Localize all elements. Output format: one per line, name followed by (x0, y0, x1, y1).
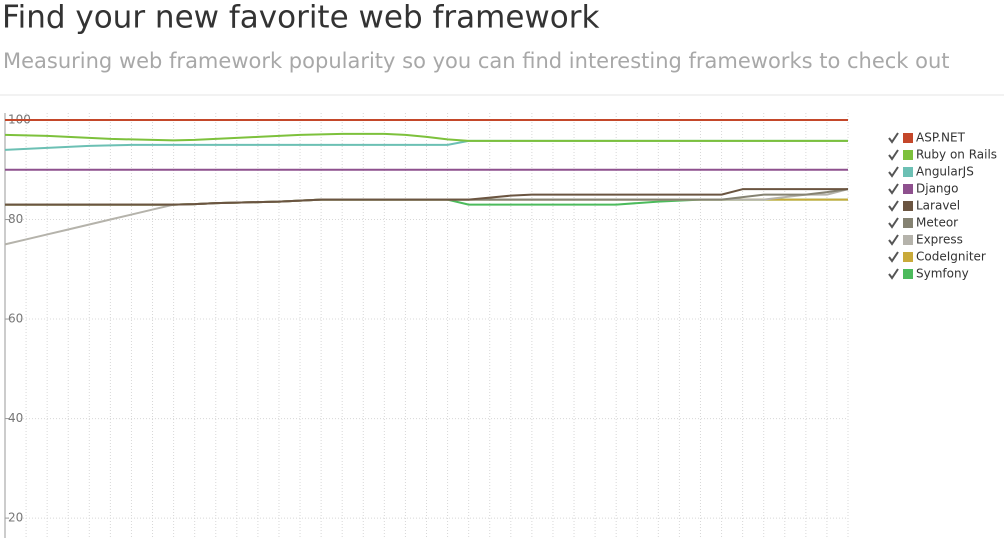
legend-check (888, 183, 899, 195)
legend-check (888, 268, 899, 280)
legend-item[interactable]: ASP.NET (888, 131, 966, 145)
series-line (4, 132, 848, 142)
page-title: Find your new favorite web framework (2, 0, 599, 36)
legend-swatch (903, 218, 913, 228)
legend-item[interactable]: Ruby on Rails (888, 148, 997, 162)
legend-label: Meteor (916, 216, 958, 230)
legend-check (888, 234, 899, 246)
legend-swatch (903, 167, 913, 177)
legend-swatch (903, 184, 913, 194)
legend-check (888, 217, 899, 229)
legend-check (888, 251, 899, 263)
page-subtitle: Measuring web framework popularity so yo… (3, 49, 950, 73)
legend-swatch (903, 201, 913, 211)
legend-check (888, 132, 899, 144)
legend-label: Express (916, 233, 963, 247)
legend-check (888, 149, 899, 161)
y-tick-label: 60 (8, 312, 23, 326)
legend-swatch (903, 252, 913, 262)
legend-check (888, 166, 899, 178)
legend-label: Django (916, 182, 959, 196)
legend-item[interactable]: AngularJS (888, 165, 974, 179)
y-tick-label: 40 (8, 411, 23, 425)
legend-item[interactable]: Laravel (888, 199, 960, 213)
legend-label: Symfony (916, 267, 969, 281)
legend-item[interactable]: Symfony (888, 267, 969, 281)
legend-label: Ruby on Rails (916, 148, 997, 162)
legend-item[interactable]: Express (888, 233, 963, 247)
y-tick-label: 20 (8, 511, 23, 525)
legend-item[interactable]: Meteor (888, 216, 958, 230)
legend-check (888, 200, 899, 212)
legend-item[interactable]: Django (888, 182, 959, 196)
legend-label: Laravel (916, 199, 960, 213)
legend-item[interactable]: CodeIgniter (888, 250, 986, 264)
legend-swatch (903, 133, 913, 143)
legend-label: ASP.NET (916, 131, 966, 145)
legend-swatch (903, 269, 913, 279)
y-tick-label: 80 (8, 212, 23, 226)
legend-label: AngularJS (916, 165, 974, 179)
legend-swatch (903, 150, 913, 160)
legend-label: CodeIgniter (916, 250, 986, 264)
legend-swatch (903, 235, 913, 245)
series-line (5, 188, 848, 206)
series-line (4, 139, 848, 151)
